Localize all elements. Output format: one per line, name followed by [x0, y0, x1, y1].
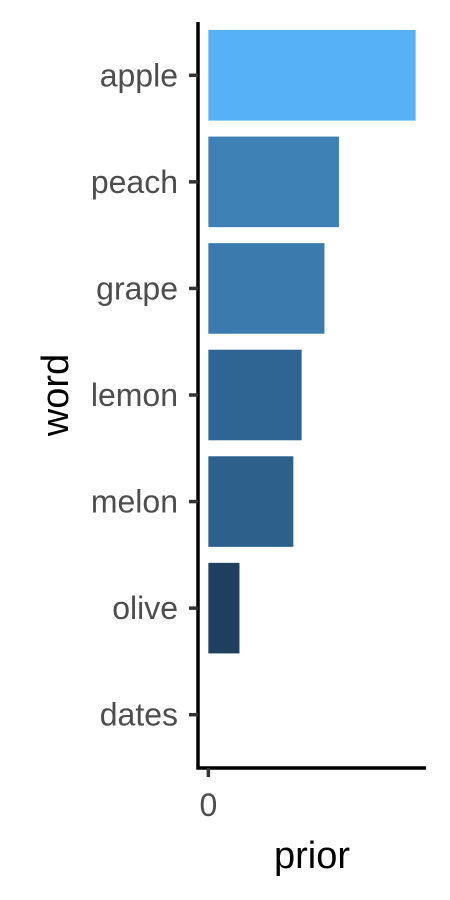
y-axis-title: word — [35, 354, 77, 437]
x-axis-title: prior — [274, 835, 350, 877]
y-tick-label-lemon: lemon — [91, 377, 178, 413]
bar-olive — [208, 562, 240, 654]
bar-grape — [208, 243, 325, 334]
bars-group — [208, 29, 416, 654]
y-tick-label-melon: melon — [91, 484, 178, 520]
bar-apple — [208, 29, 416, 121]
y-tick-label-apple: apple — [100, 57, 178, 93]
x-tick-label-0: 0 — [199, 787, 217, 823]
x-axis-ticks: 0 — [199, 768, 217, 823]
y-tick-label-peach: peach — [91, 164, 178, 200]
bar-melon — [208, 456, 294, 547]
y-axis-ticks: apple peach grape lemon melon olive dates — [91, 57, 198, 733]
bar-lemon — [208, 349, 302, 441]
y-tick-label-grape: grape — [96, 270, 178, 306]
y-tick-label-olive: olive — [112, 590, 178, 626]
y-tick-label-dates: dates — [100, 697, 178, 733]
bar-peach — [208, 136, 339, 228]
